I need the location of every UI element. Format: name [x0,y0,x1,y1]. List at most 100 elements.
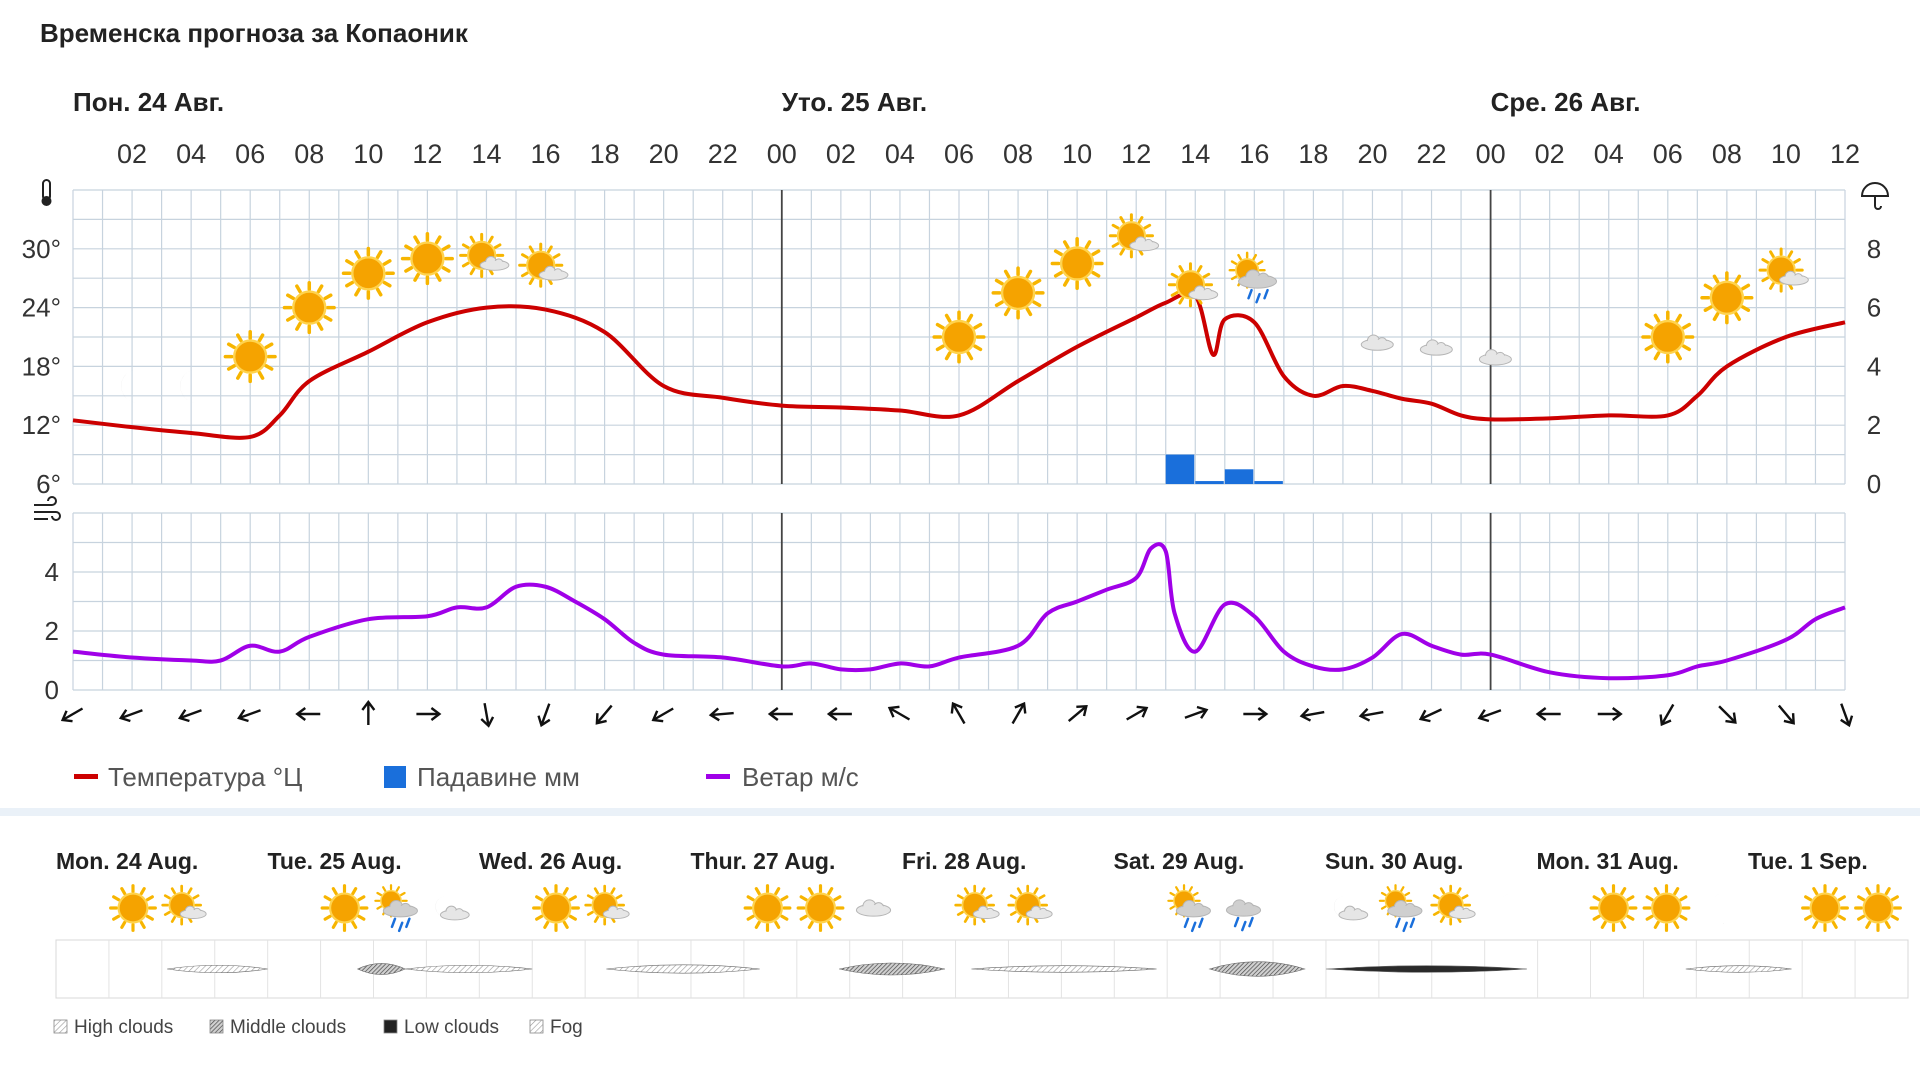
cloud-band-high [1685,965,1792,973]
sun-ray [1673,920,1680,929]
moon-icon [70,892,86,924]
arrow-head [1783,713,1795,725]
arrow-head [295,707,306,721]
sun-ray [1626,914,1635,921]
moon-shape [1709,892,1725,924]
sun-rain-icon [1228,251,1278,304]
moon-shape [916,892,932,924]
moon-shape [829,344,847,379]
hour-tick-label: 12 [1830,139,1860,169]
wind-direction-arrow [1184,705,1209,719]
cloud-icon [1188,285,1219,301]
arrow-head [1257,707,1269,721]
arrow-shaft [1718,705,1736,723]
sun-ray [192,894,200,900]
wind-direction-arrow [416,707,442,721]
daily-day-label: Sun. 30 Aug. [1325,848,1463,874]
precipitation-tick-label: 0 [1867,469,1881,499]
hour-tick-label: 02 [117,139,147,169]
arrow-shaft [889,707,911,721]
sun-disc [540,892,572,924]
sun-ray [331,887,338,896]
moon-icon [1762,892,1778,924]
arrow-shaft [121,709,143,719]
legend-temperature: Температура °Ц [74,762,302,792]
sun-ray [1712,274,1720,284]
sun-ray [973,322,983,330]
sun-ray [1230,275,1238,281]
wind-tick-label: 0 [45,675,59,705]
arrow-head [1659,714,1672,727]
sun-icon [1854,884,1902,932]
cloud-icon [1175,900,1211,918]
rain-drops [1183,917,1204,933]
sun-disc [1059,246,1095,281]
wind-direction-arrow [1067,705,1088,722]
cloud-fill [1362,339,1392,350]
sun-ray [413,235,420,245]
sun-ray [461,243,470,250]
sun-ray [441,244,451,252]
moon-shape [889,344,906,379]
cloud-legend-swatch [209,1019,224,1034]
wind-icon [34,496,61,521]
moon-icon [1302,300,1320,335]
cloud-band-high [971,965,1157,973]
sun-ray [1734,274,1742,284]
wind-direction-arrow [537,703,551,728]
sun-cloud-icon [161,884,207,926]
hour-tick-label: 22 [1417,139,1447,169]
sun-ray [264,364,274,371]
sun-ray [1003,307,1011,317]
temperature-line [72,290,1846,440]
cloud-fill [1340,910,1367,920]
sun-ray [1804,914,1813,921]
sun-ray [1675,351,1682,361]
rain-drop [1402,921,1408,933]
sun-ray [985,894,993,900]
cloud-icon [1025,905,1053,920]
wind-direction-arrow [1777,704,1795,725]
moon-shape [1498,892,1514,924]
sun-ray [1741,283,1751,291]
rain-drop [1241,920,1247,932]
moon-shape [770,339,788,374]
sun-disc [232,339,268,374]
sun-ray [746,895,755,902]
sun-ray [963,915,969,923]
moon-icon [1597,339,1615,374]
moon-icon [829,344,847,379]
sun-ray [316,284,324,294]
hour-tick-label: 02 [826,139,856,169]
arrow-head [1076,705,1088,717]
hour-tick-label: 12 [412,139,442,169]
moon-icon [1538,344,1556,379]
moon-icon [916,892,932,924]
sun-icon [991,266,1045,320]
cloud-icon [538,265,569,281]
sun-cloud-icon [1167,262,1219,308]
sun-ray [1812,887,1819,896]
arrow-head [1418,709,1431,723]
chart-legend: Температура °Ц Падавине мм Ветар м/с [74,762,859,792]
wind-icon-stroke [34,496,57,506]
sun-ray [1053,270,1063,278]
sun-ray [593,915,599,923]
hour-tick-label: 04 [1594,139,1624,169]
sun-ray [1009,910,1017,916]
sun-ray [1111,223,1120,230]
moon-icon [180,369,198,403]
sun-ray [1111,242,1120,248]
moon-icon [121,369,138,403]
sun-ray [1196,265,1203,273]
daily-forecast-panel: Mon. 24 Aug. Tue. 25 Aug. Wed. 26 Aug. Thur… [53,848,1909,1038]
page-title: Временска прогноза за Копаоник [40,18,469,48]
hour-tick-label: 08 [1003,139,1033,169]
sun-disc [351,256,386,291]
arrow-head [1612,707,1623,721]
moon-cloud-icon [1355,323,1394,351]
cloud-icon [1779,270,1809,286]
cloud-fill [857,904,890,916]
moon-icon [704,892,720,924]
